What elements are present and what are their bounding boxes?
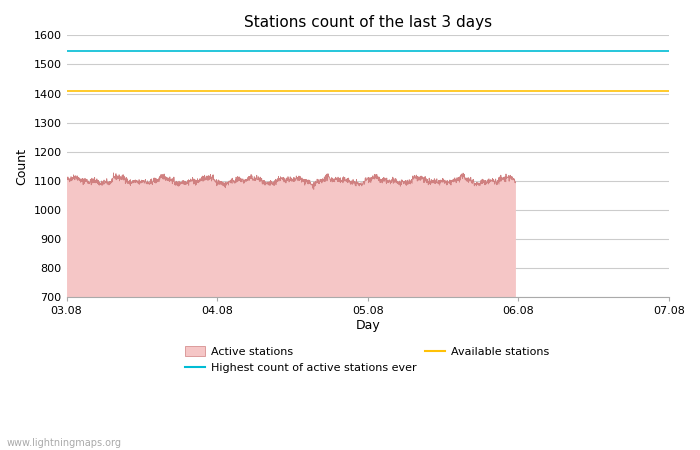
Title: Stations count of the last 3 days: Stations count of the last 3 days [244,15,492,30]
Legend: Active stations, Highest count of active stations ever, Available stations: Active stations, Highest count of active… [181,342,553,377]
Y-axis label: Count: Count [15,148,28,185]
X-axis label: Day: Day [356,319,380,332]
Text: www.lightningmaps.org: www.lightningmaps.org [7,438,122,448]
